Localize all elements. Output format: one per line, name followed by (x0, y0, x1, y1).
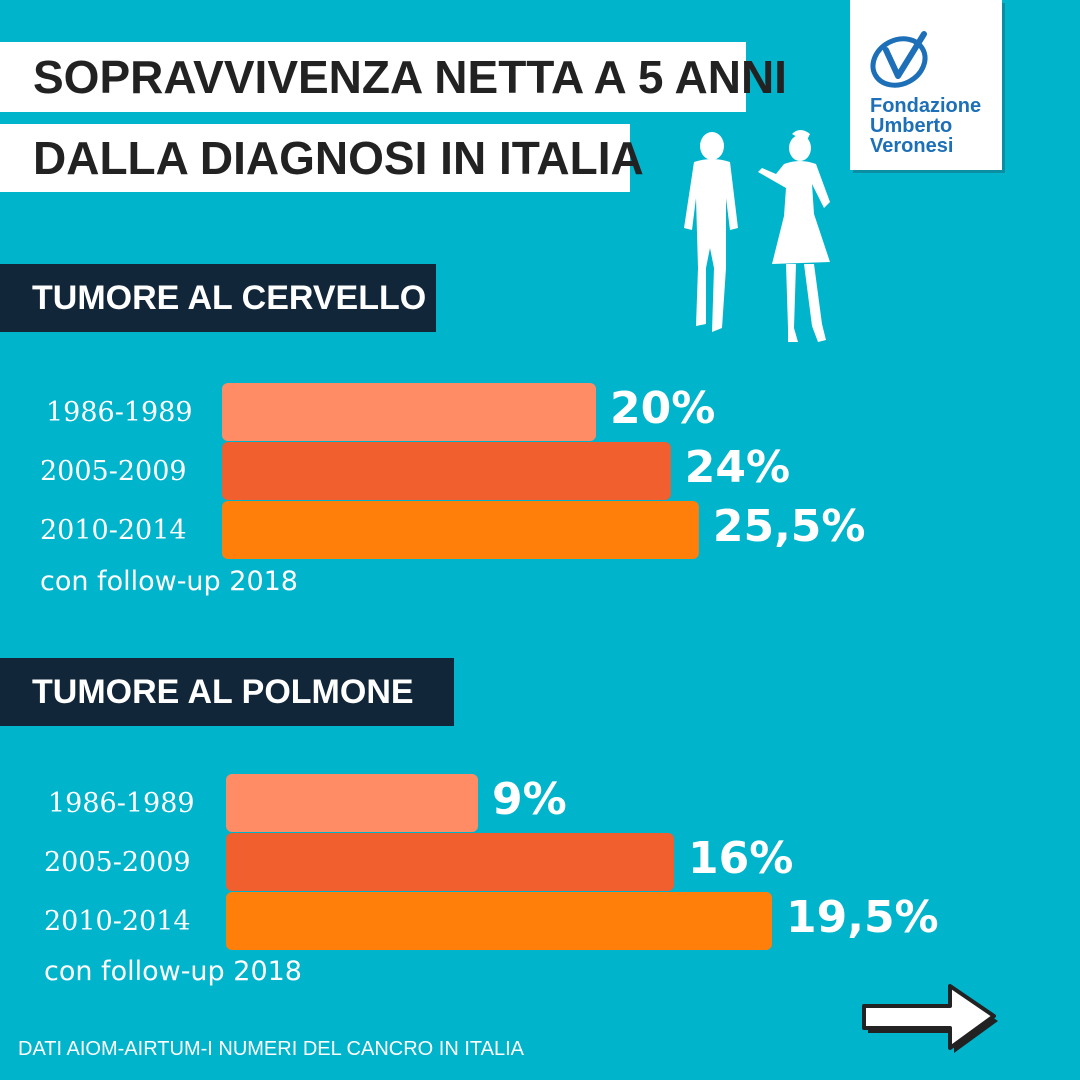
category-label: 1986-1989 (48, 788, 195, 819)
bar-lung-2010-2014 (226, 892, 772, 950)
section-header-lung: TUMORE AL POLMONE (0, 658, 454, 726)
source-note: DATI AIOM-AIRTUM-I NUMERI DEL CANCRO IN … (18, 1038, 524, 1060)
category-label: 2005-2009 (44, 847, 191, 878)
category-label: 1986-1989 (46, 397, 193, 428)
bar-brain-1986-1989 (222, 383, 596, 441)
logo-text-line-2: Umberto (870, 115, 953, 137)
logo: Fondazione Umberto Veronesi (850, 0, 1002, 170)
value-label: 25,5% (712, 501, 866, 552)
logo-text-line-1: Fondazione (870, 95, 982, 117)
value-label: 16% (688, 833, 794, 884)
category-label: 2005-2009 (40, 456, 187, 487)
section-header-brain: TUMORE AL CERVELLO (0, 264, 436, 332)
bar-lung-2005-2009 (226, 833, 674, 891)
page-title-line-1: SOPRAVVIVENZA NETTA A 5 ANNI (0, 42, 787, 112)
logo-text-line-3: Veronesi (870, 135, 954, 157)
footnote-follow-up: con follow-up 2018 (44, 956, 302, 987)
category-label: 2010-2014 (44, 906, 191, 937)
bar-brain-2005-2009 (222, 442, 671, 500)
logo-text: Fondazione Umberto Veronesi (870, 96, 981, 156)
bar-brain-2010-2014 (222, 501, 699, 559)
people-silhouette-icon (684, 130, 830, 342)
arrow-right-icon[interactable] (858, 976, 1000, 1058)
value-label: 20% (610, 383, 716, 434)
page-title-line-2: DALLA DIAGNOSI IN ITALIA (0, 124, 644, 192)
value-label: 19,5% (786, 892, 939, 943)
category-label: 2010-2014 (40, 515, 187, 546)
bar-lung-1986-1989 (226, 774, 478, 832)
value-label: 9% (492, 774, 567, 825)
logo-mark-icon (870, 31, 928, 88)
value-label: 24% (684, 442, 791, 493)
footnote-follow-up: con follow-up 2018 (40, 566, 298, 597)
